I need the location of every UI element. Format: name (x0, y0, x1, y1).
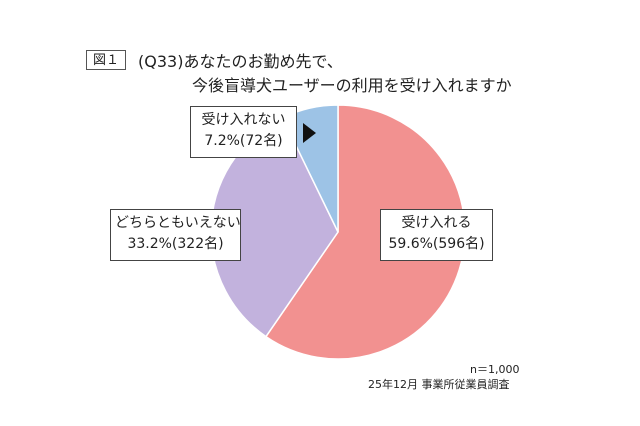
slice-label-accept: 受け入れる (401, 215, 472, 231)
slice-label-neutral: どちらともいえない (115, 215, 241, 231)
slice-value-neutral: 33.2%(322名) (127, 236, 224, 252)
slice-value-accept: 59.6%(596名) (388, 236, 485, 252)
slice-value-reject: 7.2%(72名) (204, 133, 283, 149)
pie-slice-accept (264, 104, 466, 360)
figure-label: 図１ (86, 50, 126, 70)
callout-accept: 受け入れる 59.6%(596名) (380, 209, 493, 261)
callout-reject: 受け入れない 7.2%(72名) (190, 106, 297, 158)
source-note: 25年12月 事業所従業員調査 (368, 378, 510, 391)
slice-label-reject: 受け入れない (201, 112, 286, 128)
chart-title-line2: 今後盲導犬ユーザーの利用を受け入れますか (192, 76, 512, 95)
sample-size-note: n＝1,000 (470, 363, 520, 376)
callout-neutral: どちらともいえない 33.2%(322名) (110, 209, 241, 261)
chart-title-line1: (Q33)あなたのお勤め先で、 (138, 52, 343, 71)
callout-pointer (303, 123, 316, 143)
